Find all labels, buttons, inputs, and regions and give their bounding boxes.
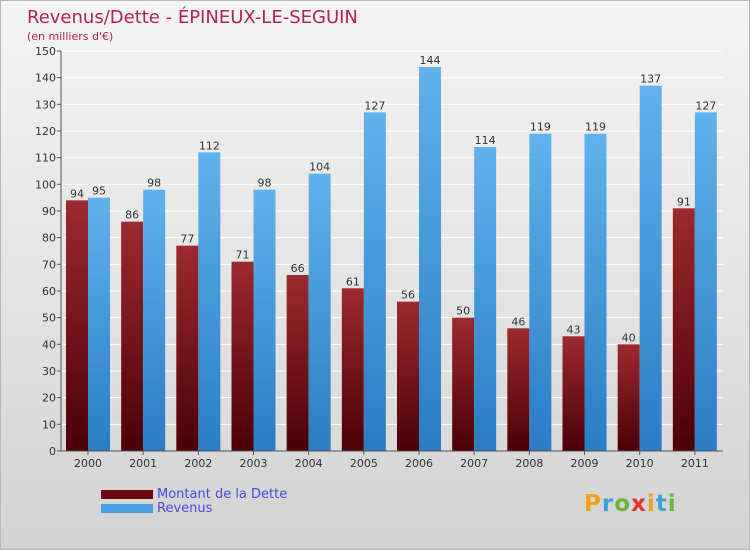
bar-dette (121, 221, 144, 451)
y-tick-label: 100 (35, 178, 56, 191)
data-label: 114 (475, 134, 496, 147)
x-tick-label: 2003 (240, 457, 268, 470)
bar-dette (672, 208, 695, 451)
data-label: 50 (456, 305, 470, 318)
bar-revenus (88, 197, 110, 451)
bar-revenus (474, 147, 497, 451)
bar-dette (617, 344, 640, 451)
logo-letter: r (601, 491, 615, 517)
data-label: 104 (309, 161, 330, 174)
data-label: 40 (622, 331, 636, 344)
bars (66, 67, 717, 452)
logo-letter: i (646, 491, 656, 517)
logo-letter: i (667, 491, 677, 517)
x-tick-label: 2004 (295, 457, 323, 470)
proxiti-logo: Proxiti (584, 491, 677, 517)
bar-revenus (639, 85, 662, 452)
legend-item-revenus: Revenus (101, 500, 213, 516)
data-labels: 94 95 86 98 77 112 71 98 66 104 61 127 56 144 50 114 46 1… (70, 54, 716, 344)
bar-dette (562, 336, 585, 451)
x-tick-label: 2005 (350, 457, 378, 470)
y-tick-label: 10 (42, 418, 56, 431)
x-tick-label: 2006 (405, 457, 433, 470)
legend-item-dette: Montant de la Dette (101, 486, 288, 502)
data-label: 61 (346, 275, 360, 288)
bar-dette (231, 261, 254, 451)
data-label: 119 (530, 121, 551, 134)
logo-letter: t (655, 491, 668, 517)
y-tick-label: 80 (42, 232, 56, 245)
data-label: 127 (364, 99, 385, 112)
data-label: 94 (70, 187, 84, 200)
legend-swatch-dette (101, 489, 153, 499)
data-label: 71 (236, 249, 250, 262)
y-tick-label: 150 (35, 45, 56, 58)
bar-revenus (308, 173, 331, 451)
data-label: 144 (420, 54, 441, 67)
grid (61, 50, 723, 452)
data-label: 127 (695, 99, 716, 112)
y-tick-label: 110 (35, 152, 56, 165)
logo-letter: x (631, 491, 647, 517)
x-tick-label: 2000 (74, 457, 102, 470)
y-tick-label: 90 (42, 205, 56, 218)
chart-title: Revenus/Dette - ÉPINEUX-LE-SEGUIN (27, 7, 358, 28)
y-tick-label: 120 (35, 125, 56, 138)
legend-label-revenus: Revenus (157, 500, 213, 516)
bar-revenus (253, 189, 276, 451)
bar-dette (66, 200, 88, 451)
bar-revenus (529, 133, 552, 451)
axes: 0 10 20 30 40 50 60 70 80 90 100 110 120 130 140 150 200… (35, 45, 723, 470)
bar-revenus (694, 112, 717, 451)
bar-dette (397, 301, 419, 451)
bar-revenus (143, 189, 166, 451)
chart-subtitle: (en milliers d'€) (27, 30, 114, 43)
x-tick-label: 2007 (460, 457, 488, 470)
y-tick-label: 50 (42, 312, 56, 325)
data-label: 43 (567, 323, 581, 336)
x-tick-label: 2008 (515, 457, 543, 470)
data-label: 86 (125, 209, 139, 222)
x-tick-label: 2002 (184, 457, 212, 470)
data-label: 66 (291, 262, 305, 275)
bar-dette (507, 328, 530, 451)
data-label: 56 (401, 289, 415, 302)
bar-revenus (363, 112, 386, 451)
bar-revenus (198, 152, 221, 452)
bar-revenus (584, 133, 607, 451)
y-tick-label: 130 (35, 98, 56, 111)
data-label: 98 (147, 177, 161, 190)
bar-dette (341, 288, 364, 451)
bar-revenus (419, 67, 441, 451)
x-tick-label: 2011 (681, 457, 709, 470)
x-tick-label: 2001 (129, 457, 157, 470)
data-label: 137 (640, 73, 661, 86)
y-tick-label: 60 (42, 285, 56, 298)
legend-label-dette: Montant de la Dette (157, 486, 288, 502)
y-tick-label: 140 (35, 72, 56, 85)
logo-letter: o (614, 491, 632, 517)
y-tick-label: 30 (42, 365, 56, 378)
legend-swatch-revenus (101, 503, 153, 513)
data-label: 91 (677, 195, 691, 208)
y-tick-label: 40 (42, 338, 56, 351)
y-tick-label: 20 (42, 392, 56, 405)
data-label: 95 (92, 185, 106, 198)
data-label: 98 (258, 177, 272, 190)
bar-dette (286, 275, 309, 451)
data-label: 119 (585, 121, 606, 134)
y-tick-label: 0 (49, 445, 56, 458)
x-tick-label: 2010 (626, 457, 654, 470)
data-label: 77 (180, 233, 194, 246)
bar-dette (176, 245, 199, 451)
data-label: 46 (511, 315, 525, 328)
y-tick-label: 70 (42, 258, 56, 271)
logo-letter: P (584, 491, 602, 517)
x-tick-label: 2009 (571, 457, 599, 470)
data-label: 112 (199, 139, 220, 152)
bar-dette (452, 317, 475, 451)
